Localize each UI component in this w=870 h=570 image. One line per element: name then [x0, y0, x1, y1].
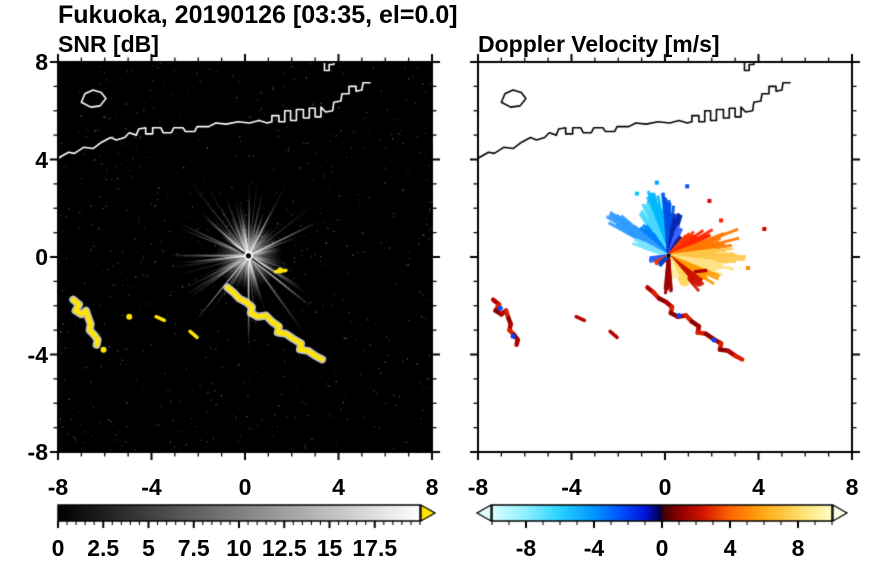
figure-title: Fukuoka, 20190126 [03:35, el=0.0] [58, 1, 458, 29]
velocity-panel-title: Doppler Velocity [m/s] [478, 31, 720, 57]
snr-panel-title: SNR [dB] [58, 31, 159, 57]
